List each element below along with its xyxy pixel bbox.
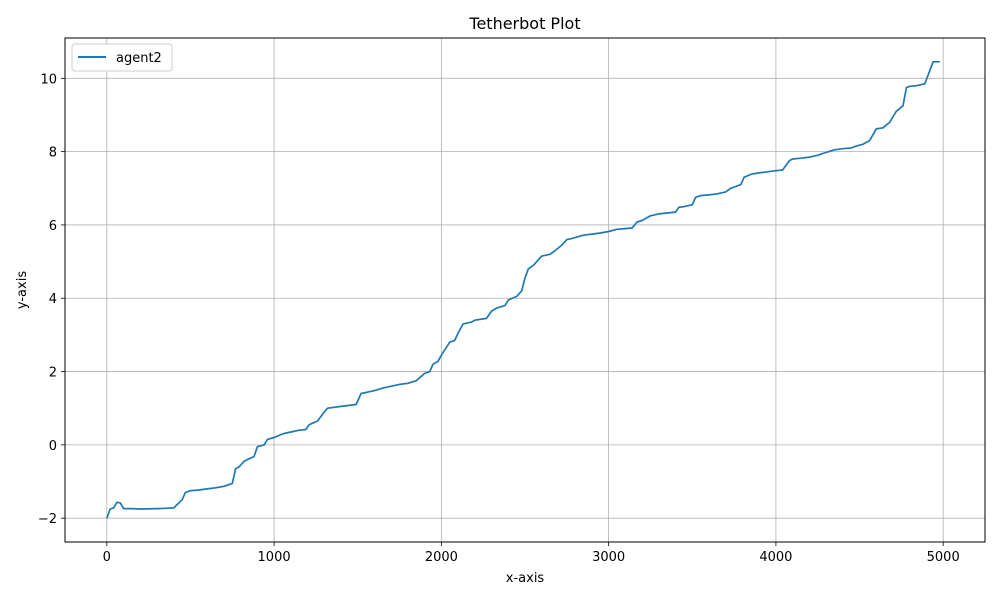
legend-label: agent2 — [116, 51, 162, 66]
y-tick-label: 6 — [49, 219, 57, 234]
x-axis-label: x-axis — [506, 571, 545, 586]
chart-title: Tetherbot Plot — [468, 14, 580, 33]
x-ticks: 0 1000 2000 3000 4000 5000 — [103, 542, 960, 565]
plot-frame — [64, 37, 986, 543]
x-tick-label: 0 — [103, 550, 111, 565]
x-tick-label: 1000 — [258, 550, 291, 565]
series-layer — [106, 60, 940, 519]
x-tick-label: 5000 — [927, 550, 960, 565]
y-tick-label: 8 — [49, 146, 57, 161]
y-tick-label: 0 — [49, 439, 57, 454]
legend: agent2 — [71, 43, 173, 72]
y-tick-label: 10 — [40, 72, 57, 87]
x-tick-label: 4000 — [759, 550, 792, 565]
y-tick-label: 4 — [49, 292, 57, 307]
y-ticks: −2 0 2 4 6 8 10 — [38, 72, 65, 527]
x-tick-label: 3000 — [592, 550, 625, 565]
grid — [65, 38, 985, 542]
y-tick-label: −2 — [38, 512, 57, 527]
legend-box — [71, 43, 173, 72]
y-axis-label: y-axis — [15, 271, 30, 309]
x-tick-label: 2000 — [425, 550, 458, 565]
series-line-agent2 — [106, 60, 940, 519]
y-tick-label: 2 — [49, 366, 57, 381]
